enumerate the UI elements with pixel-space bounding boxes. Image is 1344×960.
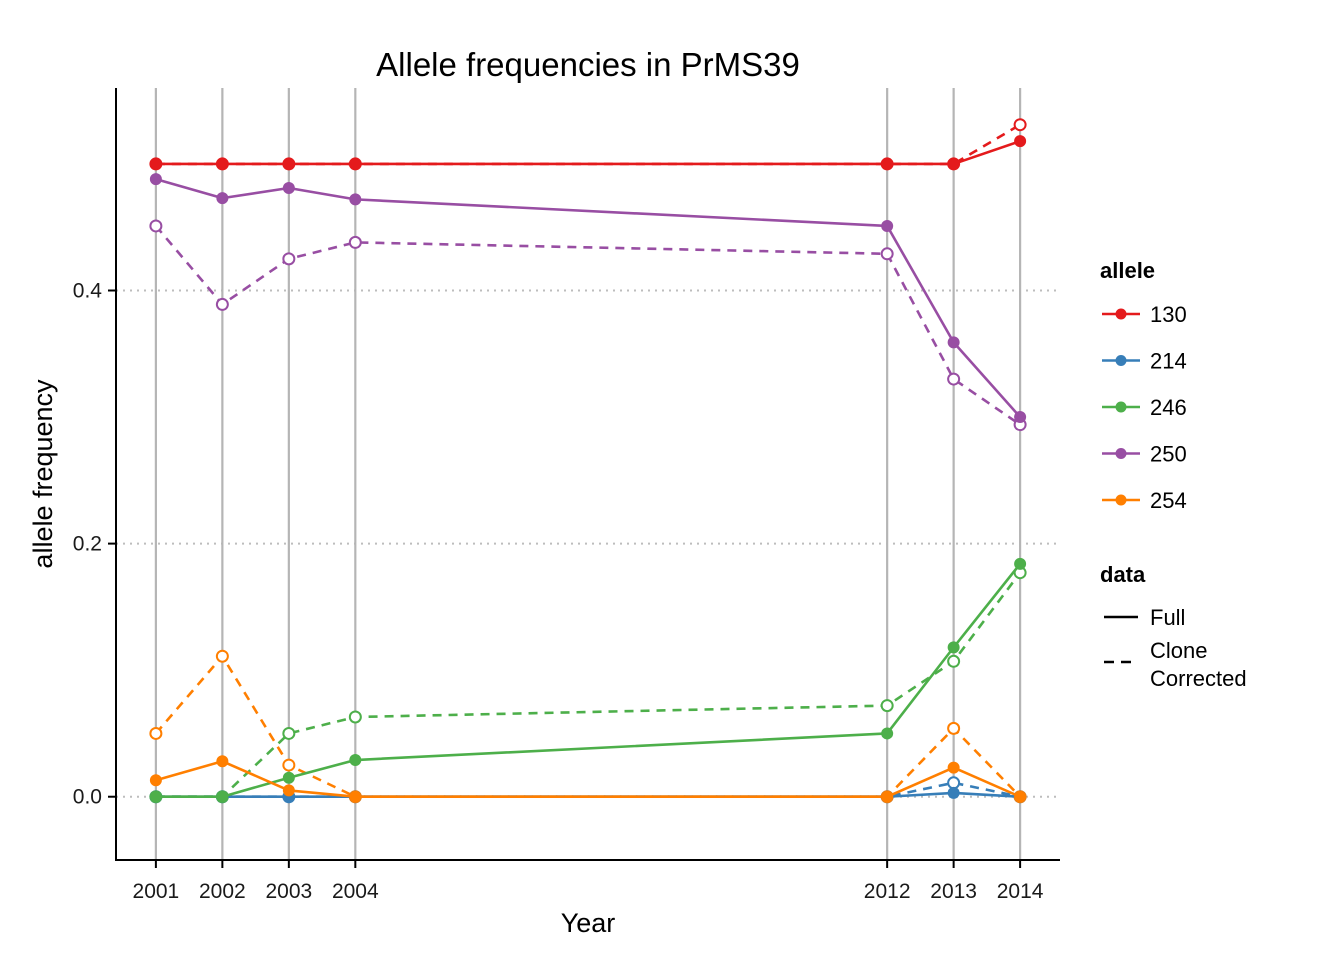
data-point — [348, 235, 362, 249]
data-point — [947, 641, 960, 654]
data-point — [282, 771, 295, 784]
data-point — [149, 157, 162, 170]
series-line — [155, 123, 1021, 166]
data-point — [947, 157, 960, 170]
x-tick-label: 2003 — [265, 880, 312, 903]
x-tick-label: 2002 — [199, 880, 246, 903]
legend-label: Clone — [1150, 638, 1207, 663]
x-tick-label: 2013 — [930, 880, 977, 903]
data-point — [880, 699, 894, 713]
axes — [115, 88, 1060, 861]
data-point — [215, 297, 229, 311]
legend-swatch-point — [1115, 308, 1127, 320]
data-point — [282, 157, 295, 170]
series-130-clone-corrected — [149, 118, 1027, 171]
data-point — [947, 761, 960, 774]
x-tick-label: 2001 — [133, 880, 180, 903]
series-130-full — [149, 135, 1027, 170]
data-point — [1014, 411, 1027, 424]
legend-swatch-point — [1115, 448, 1127, 459]
legend-label: 130 — [1150, 302, 1187, 327]
data-point — [881, 727, 894, 740]
series-line — [155, 177, 1022, 418]
data-point — [947, 776, 961, 790]
series-246-clone-corrected — [149, 566, 1027, 804]
data-point — [216, 755, 229, 768]
data-point — [947, 721, 961, 735]
series-layer — [149, 118, 1027, 804]
x-ticks: 2001 2002 2003 2004 2012 2013 2014 — [133, 860, 1044, 903]
data-point — [282, 758, 296, 772]
data-point — [149, 726, 163, 740]
data-point — [349, 157, 362, 170]
data-point — [282, 181, 295, 194]
data-point — [1014, 557, 1027, 570]
legend-swatch-point — [1115, 355, 1127, 366]
data-point — [1014, 790, 1027, 803]
legend-swatch-point — [1115, 401, 1127, 413]
data-point — [349, 754, 362, 767]
data-point — [1014, 135, 1027, 148]
data-point — [149, 774, 162, 787]
y-tick-label: 0.2 — [73, 533, 102, 556]
x-axis-title: Year — [561, 908, 616, 938]
data-point — [947, 336, 960, 349]
legend-label: 246 — [1150, 395, 1187, 420]
data-point — [282, 252, 296, 266]
legend-label: 214 — [1150, 349, 1187, 374]
data-point — [947, 654, 961, 668]
data-point — [149, 173, 162, 186]
data-point — [216, 790, 229, 803]
legend-swatch-point — [1115, 494, 1127, 506]
data-point — [348, 710, 362, 724]
y-tick-label: 0.0 — [73, 786, 102, 809]
data-point — [947, 372, 961, 386]
y-ticks: 0.0 0.2 0.4 — [73, 279, 116, 809]
data-point — [282, 726, 296, 740]
data-point — [1013, 118, 1027, 132]
data-point — [947, 786, 960, 799]
data-point — [215, 649, 229, 663]
legend-label: 250 — [1150, 442, 1187, 467]
series-246-full — [149, 557, 1027, 803]
data-point — [881, 219, 894, 232]
x-tick-label: 2004 — [332, 880, 379, 903]
legend-item-allele-214: 214 — [1102, 349, 1187, 374]
data-point — [349, 193, 362, 206]
data-point — [282, 784, 295, 797]
data-point — [149, 790, 162, 803]
data-point — [349, 790, 362, 803]
x-tick-label: 2014 — [997, 880, 1044, 903]
data-point — [880, 247, 894, 261]
legend-title-allele: allele — [1100, 258, 1155, 283]
grid — [116, 88, 1060, 860]
data-point — [881, 790, 894, 803]
series-254-full — [149, 755, 1027, 803]
data-point — [216, 157, 229, 170]
legend-item-allele-130: 130 — [1102, 302, 1187, 327]
series-250-full — [149, 173, 1027, 424]
y-tick-label: 0.4 — [73, 279, 103, 302]
data-point — [881, 157, 894, 170]
data-point — [216, 192, 229, 205]
chart-title: Allele frequencies in PrMS39 — [376, 46, 800, 83]
x-tick-label: 2012 — [864, 880, 911, 903]
legend-label: Corrected — [1150, 666, 1247, 691]
data-point — [149, 219, 163, 233]
legend-label: 254 — [1150, 488, 1187, 513]
legend-item-allele-246: 246 — [1102, 395, 1187, 420]
legend-item-allele-254: 254 — [1102, 488, 1187, 513]
legend-label: Full — [1150, 605, 1185, 630]
legend-item-allele-250: 250 — [1102, 442, 1187, 467]
series-250-clone-corrected — [149, 219, 1027, 432]
y-axis-title: allele frequency — [28, 379, 58, 569]
legend-item-data-clone-corrected: Clone Corrected — [1104, 638, 1247, 691]
legend-item-data-full: Full — [1104, 605, 1185, 630]
legend-title-data: data — [1100, 562, 1146, 587]
